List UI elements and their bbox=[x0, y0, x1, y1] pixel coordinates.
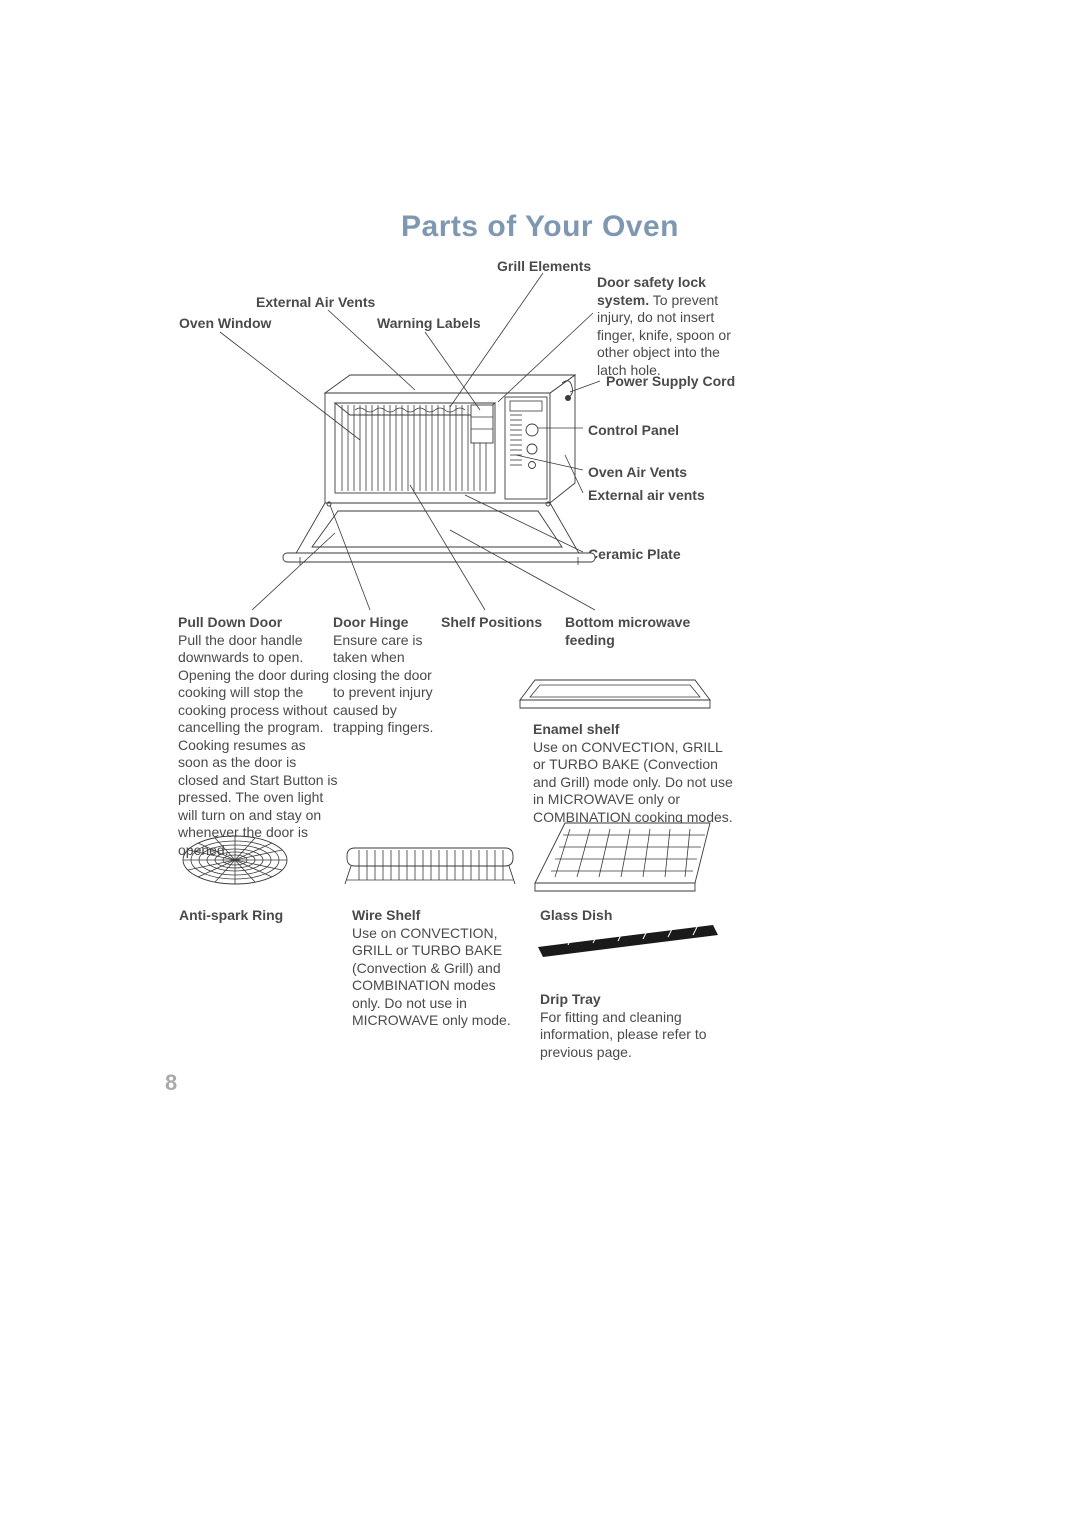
page-title: Parts of Your Oven bbox=[0, 210, 1080, 244]
page-number: 8 bbox=[165, 1070, 177, 1096]
oven-diagram bbox=[160, 255, 930, 1065]
page: Parts of Your Oven Oven Window External … bbox=[0, 0, 1080, 1528]
